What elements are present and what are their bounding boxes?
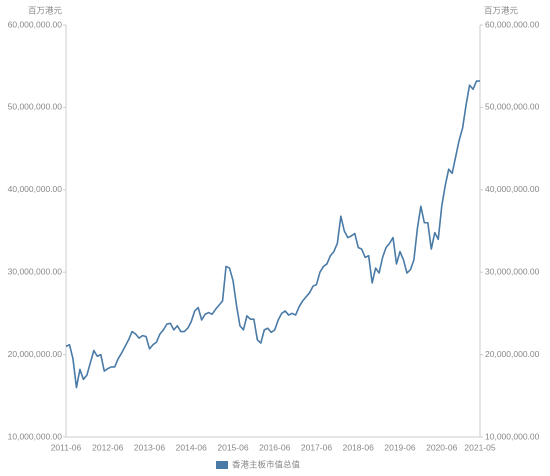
x-tick-label: 2012-06 bbox=[92, 442, 123, 452]
y2-tick-label: 40,000,000.00 bbox=[485, 184, 540, 194]
x-tick-label: 2020-06 bbox=[426, 442, 457, 452]
y-tick-label: 10,000,000.00 bbox=[8, 431, 63, 441]
y2-tick-label: 50,000,000.00 bbox=[485, 102, 540, 112]
x-tick-label: 2014-06 bbox=[176, 442, 207, 452]
y2-tick-label: 10,000,000.00 bbox=[485, 431, 540, 441]
x-tick-label: 2013-06 bbox=[134, 442, 165, 452]
legend-swatch bbox=[216, 461, 228, 469]
y-axis-unit: 百万港元 bbox=[28, 5, 63, 15]
y2-tick-label: 30,000,000.00 bbox=[485, 266, 540, 276]
x-tick-label: 2011-06 bbox=[51, 442, 82, 452]
legend-label: 香港主板市值总值 bbox=[232, 459, 301, 469]
y-tick-label: 40,000,000.00 bbox=[8, 184, 63, 194]
x-tick-label: 2018-06 bbox=[343, 442, 374, 452]
x-tick-label: 2021-05 bbox=[464, 442, 495, 452]
data-line bbox=[65, 80, 480, 389]
x-tick-label: 2019-06 bbox=[384, 442, 415, 452]
y2-tick-label: 60,000,000.00 bbox=[485, 19, 540, 29]
y-tick-label: 30,000,000.00 bbox=[8, 266, 63, 276]
y2-axis-unit: 百万港元 bbox=[484, 5, 519, 15]
y2-tick-label: 20,000,000.00 bbox=[485, 349, 540, 359]
x-tick-label: 2016-06 bbox=[259, 442, 290, 452]
y-tick-label: 20,000,000.00 bbox=[8, 349, 63, 359]
x-tick-label: 2015-06 bbox=[217, 442, 248, 452]
x-tick-label: 2017-06 bbox=[301, 442, 332, 452]
y-tick-label: 50,000,000.00 bbox=[8, 102, 63, 112]
y-tick-label: 60,000,000.00 bbox=[8, 19, 63, 29]
